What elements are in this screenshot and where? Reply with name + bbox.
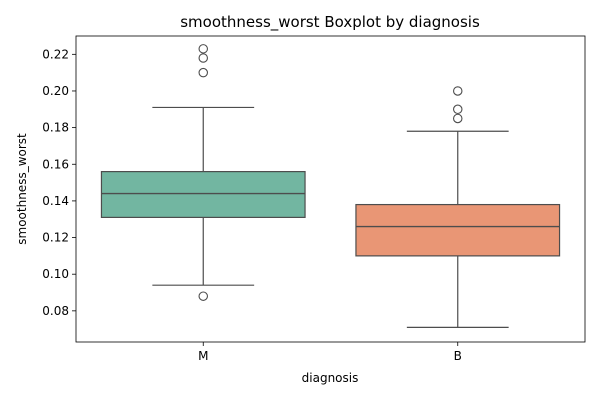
y-tick-label: 0.10 xyxy=(42,267,69,281)
y-tick-label: 0.22 xyxy=(42,47,69,61)
y-tick-label: 0.12 xyxy=(42,231,69,245)
outlier-point xyxy=(198,53,209,63)
y-tick-label: 0.20 xyxy=(42,84,69,98)
outlier-point xyxy=(198,67,209,78)
y-tick-label: 0.14 xyxy=(42,194,69,208)
outlier-point xyxy=(198,44,209,54)
outlier-point xyxy=(452,104,463,115)
y-tick-label: 0.16 xyxy=(42,157,69,171)
box-iqr xyxy=(355,203,561,257)
x-tick-label: M xyxy=(198,349,208,363)
box-group-B xyxy=(355,86,561,328)
chart-title: smoothness_worst Boxplot by diagnosis xyxy=(180,13,480,32)
y-tick-label: 0.18 xyxy=(42,121,69,135)
box-group-M xyxy=(100,44,306,301)
x-axis-label: diagnosis xyxy=(302,371,359,385)
y-axis: 0.08 0.10 0.12 0.14 0.16 0.18 0.20 0.22 xyxy=(42,47,76,318)
box-iqr xyxy=(100,170,306,219)
outlier-point xyxy=(452,113,463,124)
y-axis-label: smoothness_worst xyxy=(15,133,29,245)
outlier-point xyxy=(452,86,463,96)
boxes-layer xyxy=(100,44,561,328)
outlier-point xyxy=(198,291,209,301)
y-tick-label: 0.08 xyxy=(42,304,69,318)
x-tick-label: B xyxy=(454,349,462,363)
